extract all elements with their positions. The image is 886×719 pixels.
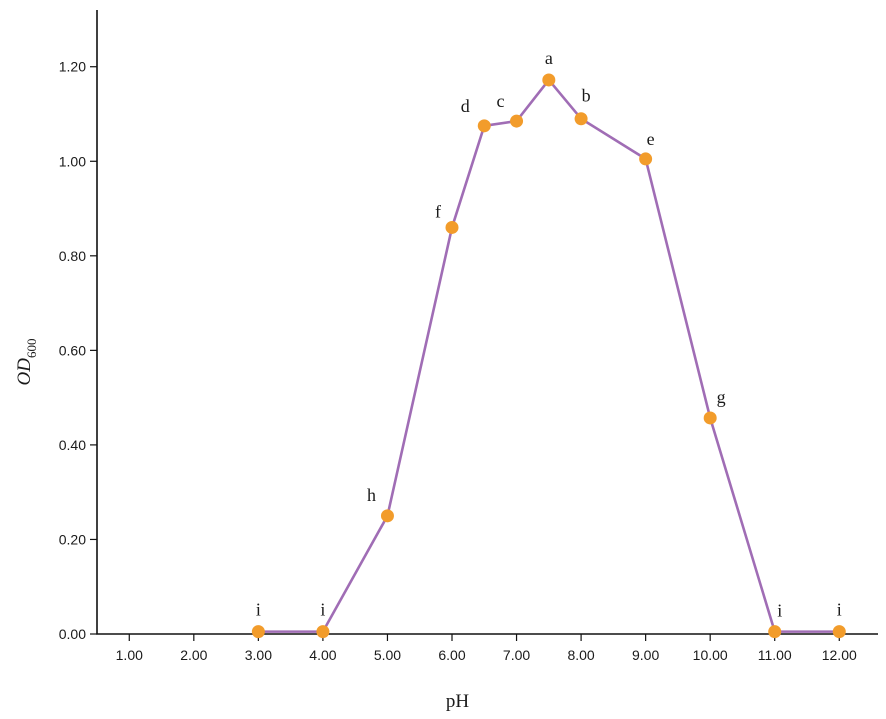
y-axis-title-main: OD	[14, 358, 35, 386]
chart-axes	[96, 10, 878, 635]
y-tick-label: 0.80	[59, 248, 86, 264]
x-tick-label: 10.00	[693, 647, 728, 663]
y-tick-label: 0.60	[59, 342, 86, 358]
data-point-marker	[510, 114, 524, 128]
x-tick-label: 6.00	[438, 647, 465, 663]
data-point-label: b	[582, 86, 591, 106]
data-point-label: d	[461, 96, 470, 116]
y-tick-label: 0.00	[59, 626, 86, 642]
data-point-marker	[380, 509, 394, 523]
y-axis-title: OD600	[14, 339, 39, 386]
data-point-label: a	[545, 48, 553, 68]
data-point-label: c	[497, 91, 505, 111]
data-point-label: i	[320, 600, 325, 620]
data-point-label: i	[837, 600, 842, 620]
data-point-marker	[542, 73, 556, 87]
x-axis-ticks: 1.00 2.00 3.00 4.00 5.00 6.00 7.00 8.00 9.00 10.0…	[116, 634, 857, 663]
data-point-marker	[703, 411, 717, 425]
data-point-label: i	[777, 601, 782, 621]
data-points	[251, 73, 846, 639]
data-point-label: g	[717, 387, 726, 407]
data-point-label: e	[647, 129, 655, 149]
data-point-label: f	[435, 201, 441, 221]
x-tick-label: 7.00	[503, 647, 530, 663]
y-tick-label: 1.20	[59, 59, 86, 75]
x-axis-title: pH	[446, 691, 470, 712]
y-axis-ticks: 0.00 0.20 0.40 0.60 0.80 1.00 1.20	[59, 59, 97, 642]
data-point-marker	[574, 112, 588, 126]
x-tick-label: 9.00	[632, 647, 659, 663]
series-line	[258, 78, 840, 633]
data-point-marker	[251, 625, 265, 639]
y-tick-label: 0.40	[59, 437, 86, 453]
data-point-marker	[316, 625, 330, 639]
y-axis-title-subscript: 600	[24, 339, 39, 359]
data-point-label: h	[367, 485, 376, 505]
data-point-marker	[832, 625, 846, 639]
x-tick-label: 5.00	[374, 647, 401, 663]
y-tick-label: 0.20	[59, 531, 86, 547]
x-tick-label: 8.00	[567, 647, 594, 663]
x-tick-label: 12.00	[822, 647, 857, 663]
data-point-marker	[768, 625, 782, 639]
data-point-marker	[445, 220, 459, 234]
x-tick-label: 4.00	[309, 647, 336, 663]
point-labels: i i h f d c a b e g i i	[256, 48, 842, 621]
data-point-label: i	[256, 600, 261, 620]
x-tick-label: 1.00	[116, 647, 143, 663]
data-point-marker	[639, 152, 653, 166]
y-tick-label: 1.00	[59, 153, 86, 169]
x-tick-label: 3.00	[245, 647, 272, 663]
data-point-marker	[477, 119, 491, 133]
x-tick-label: 2.00	[180, 647, 207, 663]
x-tick-label: 11.00	[758, 647, 792, 663]
